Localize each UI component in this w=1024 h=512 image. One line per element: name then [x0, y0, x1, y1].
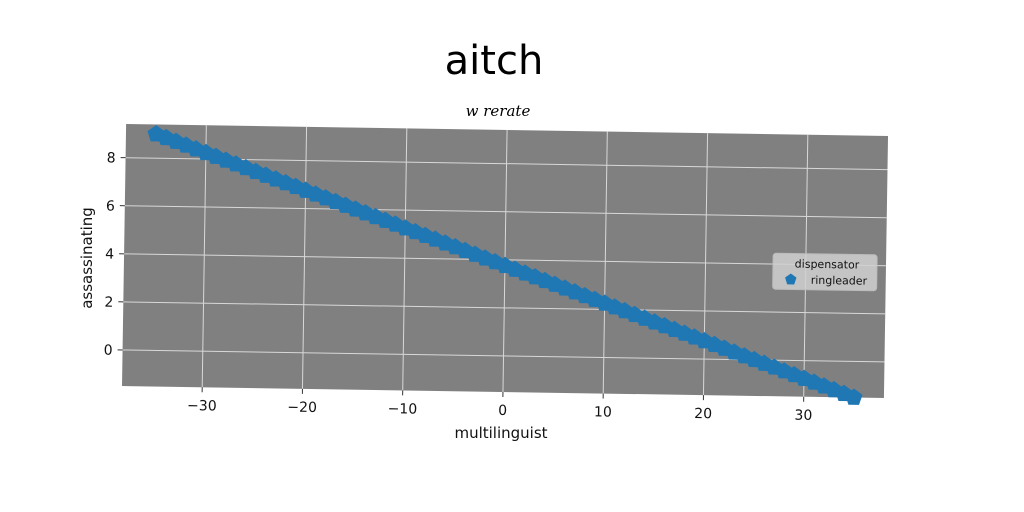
x-axis-label: multilinguist: [454, 424, 547, 442]
legend-marker-pentagon-icon: [785, 273, 797, 285]
series-ringleader: [147, 125, 863, 405]
legend-label-ringleader: ringleader: [811, 274, 868, 288]
y-tick-label: 8: [107, 150, 116, 166]
x-tick-label: −30: [187, 398, 217, 414]
x-tick-label: −10: [388, 401, 418, 417]
plot-area: −30 −20 −10 0 10 20 30 0 2 4 6 8 dispensator ringl…: [104, 124, 889, 424]
data-point: [845, 388, 863, 405]
x-gridline: [402, 128, 408, 391]
y-tick-label: 0: [104, 343, 113, 359]
y-axis: 0 2 4 6 8: [104, 150, 126, 359]
y-tick-label: 6: [106, 198, 115, 214]
x-gridline: [602, 131, 608, 394]
x-gridline: [201, 125, 207, 388]
x-tick-label: 0: [498, 403, 507, 419]
y-gridline: [124, 205, 887, 219]
x-tick-label: −20: [287, 400, 317, 416]
y-tick-label: 2: [104, 295, 113, 311]
y-tick-label: 4: [105, 247, 114, 263]
legend: dispensator ringleader: [772, 252, 878, 292]
legend-title: dispensator: [795, 258, 860, 272]
x-tick-label: 10: [594, 404, 612, 420]
x-tick-label: 30: [794, 408, 812, 424]
x-tick-label: 20: [694, 406, 712, 422]
x-gridline: [301, 126, 308, 389]
chart-subtitle: w rerate: [466, 102, 531, 120]
chart-title: aitch: [445, 38, 544, 84]
legend-box: [772, 252, 878, 292]
y-gridline: [125, 157, 888, 171]
y-axis-label: assassinating: [78, 207, 96, 309]
x-gridline: [702, 133, 709, 396]
y-gridline: [123, 301, 886, 315]
x-axis: −30 −20 −10 0 10 20 30: [187, 387, 812, 424]
